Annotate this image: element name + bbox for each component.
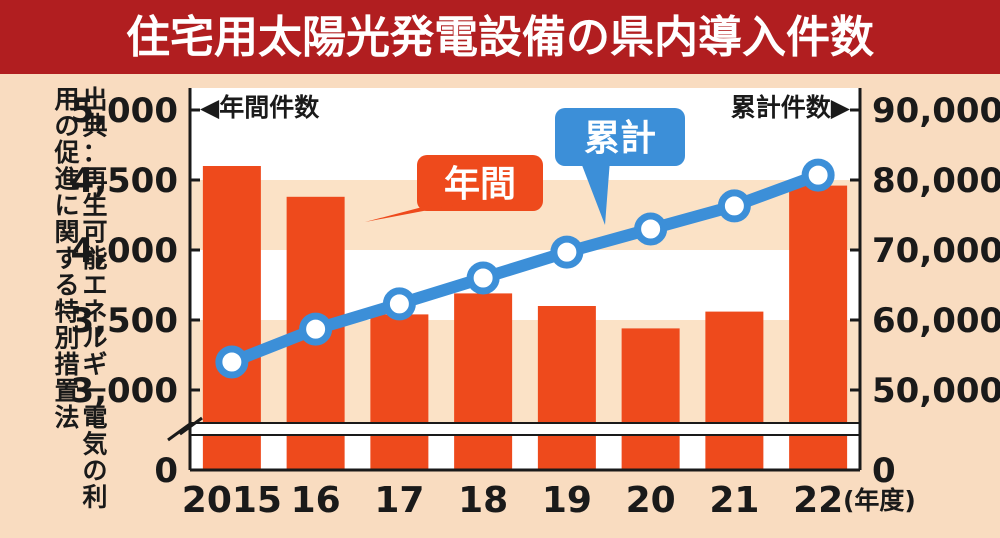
cumulative-point	[466, 261, 500, 295]
cumulative-callout-tail	[580, 160, 610, 225]
annual-bar	[705, 311, 764, 470]
x-tick-label: 18	[458, 480, 508, 521]
left-axis-label: ◀年間件数	[200, 93, 320, 122]
source-char: 関	[54, 218, 79, 247]
right-tick-label: 70,000	[872, 231, 1000, 271]
source-char: 促	[53, 138, 79, 167]
left-tick-label: 3,500	[70, 301, 178, 341]
left-tick-label: 0	[154, 451, 178, 491]
tick-marks	[190, 108, 860, 472]
cumulative-point	[215, 345, 249, 379]
right-tick-label: 90,000	[872, 91, 1000, 131]
source-char: 法	[54, 403, 79, 432]
source-char: 特	[54, 297, 79, 326]
x-tick-label: 20	[626, 480, 676, 521]
left-tick-label: 5,000	[70, 91, 178, 131]
x-tick-label: 21	[709, 480, 759, 521]
source-char: ル	[82, 324, 107, 353]
right-tick-labels: 90,000 80,000 70,000 60,000 50,000 0	[872, 91, 1000, 491]
cumulative-point	[299, 312, 333, 346]
source-char: 別	[54, 324, 79, 353]
annual-callout-box	[417, 155, 543, 211]
cumulative-point	[801, 158, 835, 192]
x-tick-labels: 2015 16 17 18 19 20 21 22	[182, 480, 843, 521]
annual-bar	[370, 314, 429, 470]
annual-callout: 年間	[365, 155, 543, 222]
title-banner	[0, 0, 1000, 74]
source-char: ネ	[82, 297, 107, 326]
source-char: 用	[54, 85, 79, 114]
cumulative-point	[382, 287, 416, 321]
source-char: 進	[54, 165, 79, 194]
source-char: す	[54, 244, 79, 273]
right-axis-label: 累計件数▶	[731, 93, 851, 122]
x-tick-label: 19	[542, 480, 592, 521]
source-char: ギ	[82, 350, 107, 379]
left-tick-labels: 5,000 4,500 4,000 3,500 3,000 0	[70, 91, 178, 491]
source-char: に	[54, 191, 79, 220]
left-tick-label: 4,000	[70, 231, 178, 271]
right-tick-label: 0	[872, 451, 896, 491]
annual-bar	[454, 293, 513, 470]
source-char: 可	[82, 218, 107, 247]
cumulative-callout-label: 累計	[584, 118, 656, 159]
left-tick-label: 3,000	[70, 371, 178, 411]
cumulative-callout-box	[555, 108, 685, 166]
source-char: ー	[82, 377, 107, 406]
x-axis-label: (年度)	[843, 486, 916, 515]
left-tick-label: 4,500	[70, 161, 178, 201]
annual-bar	[202, 166, 261, 470]
source-char: 出	[82, 85, 107, 114]
source-char: 典	[82, 112, 107, 141]
x-tick-label: 17	[374, 480, 424, 521]
cumulative-callout: 累計	[555, 108, 685, 225]
source-char: 能	[82, 244, 107, 273]
source-char: 気	[82, 430, 107, 459]
annual-callout-tail	[365, 205, 455, 222]
source-char: ：	[82, 138, 107, 167]
right-tick-label: 60,000	[872, 301, 1000, 341]
right-tick-label: 50,000	[872, 371, 1000, 411]
cumulative-point	[550, 235, 584, 269]
cumulative-point	[634, 212, 668, 246]
x-tick-label: 2015	[182, 480, 282, 521]
x-tick-label: 22	[793, 480, 843, 521]
source-char: 措	[54, 350, 79, 379]
right-tick-label: 80,000	[872, 161, 1000, 201]
source-char: 利	[82, 483, 107, 512]
axis-break-gap	[190, 423, 860, 435]
source-char: 生	[82, 191, 107, 220]
source-char: の	[54, 112, 79, 141]
source-char: 置	[54, 377, 79, 406]
x-tick-label: 16	[291, 480, 341, 521]
chart-title: 住宅用太陽光発電設備の県内導入件数	[126, 12, 874, 63]
annual-bar	[621, 328, 680, 470]
source-char: る	[54, 271, 79, 300]
annual-callout-label: 年間	[444, 164, 516, 205]
annual-bar	[537, 306, 596, 470]
cumulative-point	[717, 189, 751, 223]
source-char: の	[82, 456, 107, 485]
source-char: 再	[82, 165, 107, 194]
source-char: 電	[82, 403, 107, 432]
source-char: エ	[82, 271, 107, 300]
cumulative-points	[215, 158, 835, 379]
